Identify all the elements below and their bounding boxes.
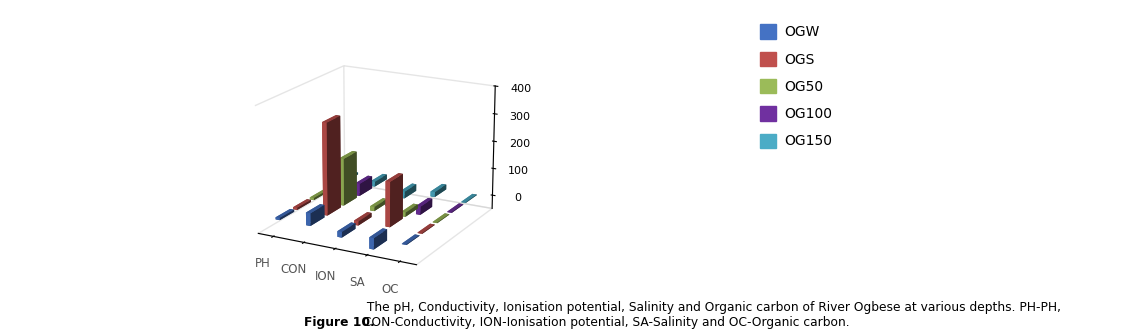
Legend: OGW, OGS, OG50, OG100, OG150: OGW, OGS, OG50, OG100, OG150	[755, 20, 837, 153]
Text: Figure 10.: Figure 10.	[304, 316, 374, 329]
Text: The pH, Conductivity, Ionisation potential, Salinity and Organic carbon of River: The pH, Conductivity, Ionisation potenti…	[363, 301, 1061, 329]
